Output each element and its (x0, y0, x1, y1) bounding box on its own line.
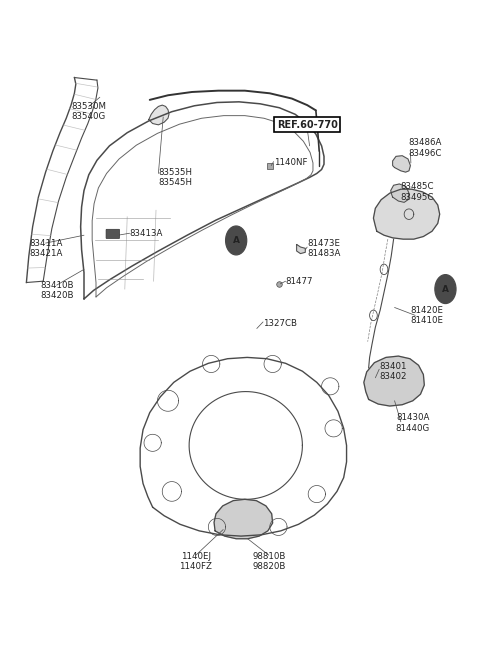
Text: 83401
83402: 83401 83402 (379, 361, 407, 381)
Text: 83535H
83545H: 83535H 83545H (158, 168, 192, 187)
Polygon shape (297, 244, 305, 254)
Polygon shape (391, 184, 409, 202)
Polygon shape (149, 105, 169, 125)
Circle shape (226, 226, 247, 255)
Text: 83486A
83496C: 83486A 83496C (408, 138, 442, 158)
Text: 81430A
81440G: 81430A 81440G (396, 413, 430, 433)
Polygon shape (214, 499, 273, 539)
Polygon shape (364, 356, 424, 406)
Text: 83413A: 83413A (130, 229, 163, 238)
Circle shape (435, 275, 456, 304)
Text: A: A (233, 236, 240, 245)
Text: REF.60-770: REF.60-770 (277, 120, 337, 130)
Text: 1140EJ
1140FZ: 1140EJ 1140FZ (180, 552, 212, 572)
Text: 81420E
81410E: 81420E 81410E (411, 306, 444, 325)
FancyBboxPatch shape (106, 229, 120, 238)
Text: 83411A
83421A: 83411A 83421A (29, 238, 62, 258)
Text: 83410B
83420B: 83410B 83420B (40, 281, 73, 300)
Polygon shape (393, 156, 410, 172)
Text: 81477: 81477 (286, 277, 313, 286)
Text: 83530M
83540G: 83530M 83540G (72, 102, 106, 122)
Text: 1327CB: 1327CB (263, 319, 297, 328)
Text: A: A (442, 284, 449, 294)
Text: 1140NF: 1140NF (274, 158, 307, 167)
Text: 81473E
81483A: 81473E 81483A (307, 238, 341, 258)
Polygon shape (373, 189, 440, 239)
Text: 98810B
98820B: 98810B 98820B (252, 552, 286, 572)
Text: 83485C
83495C: 83485C 83495C (400, 182, 433, 202)
